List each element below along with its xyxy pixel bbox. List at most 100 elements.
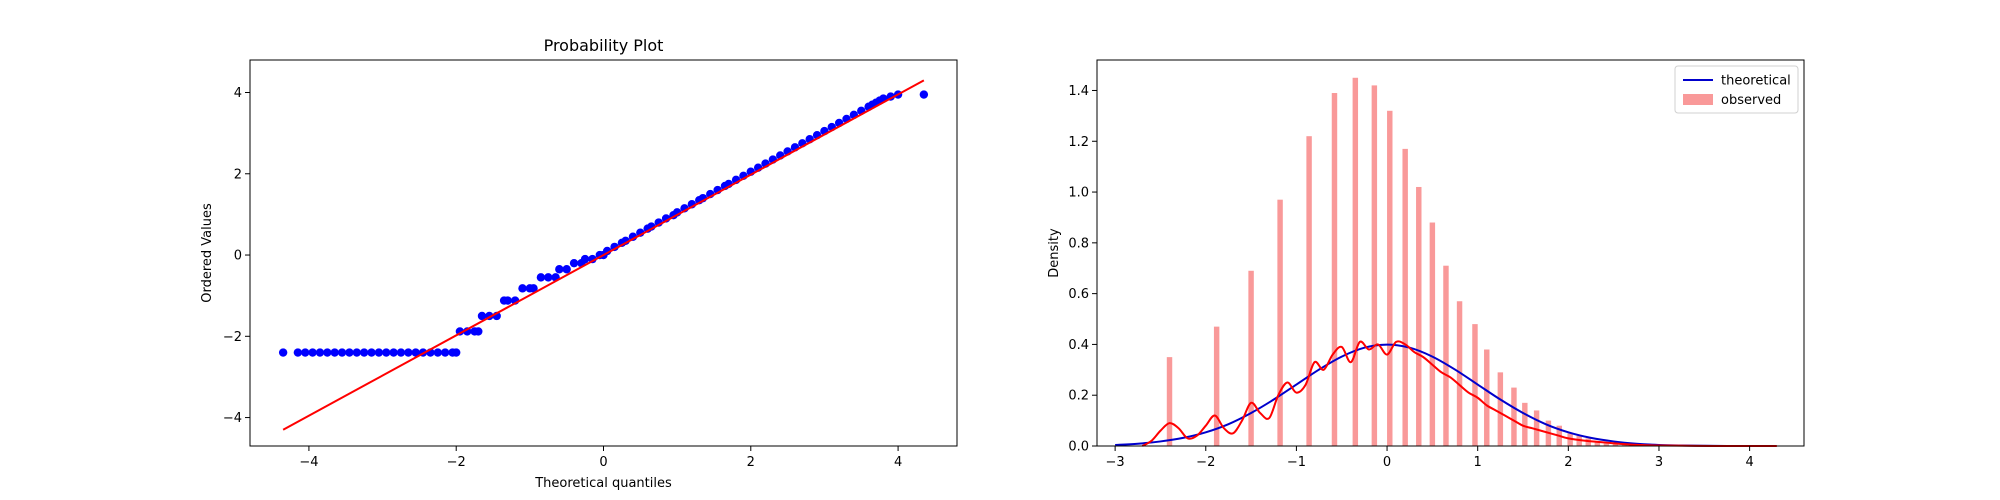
legend-label-observed: observed — [1721, 93, 1781, 108]
histogram-bar — [1248, 270, 1254, 446]
y-tick-label: 0.8 — [1068, 236, 1089, 251]
legend-swatch-observed — [1683, 94, 1713, 105]
y-tick-label: 1.4 — [1068, 84, 1089, 99]
scatter-point — [477, 311, 487, 321]
scatter-point — [919, 90, 929, 99]
histogram-bar — [1484, 349, 1490, 446]
scatter-point — [396, 348, 406, 357]
x-tick-label: 0 — [599, 455, 607, 470]
scatter-point — [411, 348, 420, 357]
histogram-bar — [1429, 222, 1436, 446]
scatter-point — [503, 296, 512, 305]
x-tick-label: 4 — [1745, 455, 1753, 470]
y-axis-label: Ordered Values — [200, 203, 215, 303]
histogram-bar — [1497, 372, 1504, 446]
y-axis-ticks: −4 −2 0 2 4 — [223, 86, 250, 426]
density-lines — [1115, 340, 1777, 448]
scatter-point — [367, 348, 376, 357]
scatter-point — [315, 348, 325, 357]
scatter-point — [433, 348, 442, 357]
scatter-point — [323, 348, 332, 357]
x-tick-label: 4 — [894, 455, 902, 470]
histogram-bar — [1585, 438, 1591, 446]
scatter-point — [278, 348, 288, 357]
x-tick-label: −3 — [1106, 455, 1125, 470]
chart-title: Probability Plot — [544, 36, 664, 55]
histogram-bar — [1416, 186, 1422, 446]
x-tick-label: 3 — [1655, 455, 1663, 470]
y-axis-ticks: 0.0 0.2 0.4 0.6 0.8 1.0 1.2 1.4 — [1068, 84, 1097, 455]
scatter-point — [440, 348, 450, 357]
x-axis-ticks: −3 −2 −1 0 1 2 3 4 — [1106, 446, 1754, 470]
legend: theoretical observed — [1674, 65, 1799, 114]
y-tick-label: 4 — [234, 86, 242, 101]
histogram-bar — [1472, 324, 1478, 446]
y-tick-label: 0.6 — [1068, 287, 1089, 302]
scatter-point — [580, 254, 590, 264]
scatter-point — [474, 327, 483, 336]
histogram-bar — [1522, 402, 1528, 446]
y-tick-label: −2 — [223, 330, 242, 345]
histogram-bar — [1306, 136, 1312, 446]
scatter-point — [359, 348, 369, 357]
scatter-point — [569, 258, 579, 268]
plot-area-frame — [1096, 59, 1805, 447]
histogram-bar — [1166, 357, 1173, 446]
plot-area-frame — [249, 59, 958, 447]
y-tick-label: 0.0 — [1068, 440, 1089, 455]
scatter-point — [389, 348, 398, 357]
histogram-bar — [1402, 148, 1408, 446]
histogram-bar — [1352, 77, 1359, 447]
histogram-bar — [1603, 442, 1610, 446]
y-tick-label: 0.4 — [1068, 338, 1089, 353]
x-tick-label: 1 — [1474, 455, 1482, 470]
scatter-point — [374, 348, 384, 357]
histogram-bar — [1511, 387, 1517, 446]
y-axis-label: Density — [1047, 228, 1062, 278]
scatter-point — [404, 348, 413, 357]
scatter-point — [308, 348, 317, 357]
x-tick-label: −4 — [299, 455, 318, 470]
histogram-bar — [1443, 265, 1449, 446]
scatter-point — [562, 265, 571, 274]
probability-plot-panel: Probability Plot −4 −2 0 2 4 −4 −2 0 2 4 Theoret… — [200, 36, 958, 491]
scatter-point — [337, 348, 347, 357]
x-tick-label: −2 — [447, 455, 466, 470]
histogram-bar — [1387, 110, 1393, 446]
x-tick-label: 2 — [747, 455, 755, 470]
scatter-point — [555, 265, 564, 274]
scatter-point — [536, 273, 546, 282]
y-tick-label: 0 — [234, 249, 242, 264]
y-tick-label: 1.2 — [1068, 135, 1089, 150]
y-tick-label: −4 — [223, 411, 242, 426]
x-tick-label: 2 — [1564, 455, 1572, 470]
scatter-point — [293, 348, 303, 357]
histogram-bar — [1331, 93, 1338, 447]
histogram-bar — [1533, 410, 1540, 446]
scatter-point — [518, 284, 527, 293]
x-tick-label: −2 — [1196, 455, 1215, 470]
scatter-point — [301, 348, 310, 357]
x-tick-label: 0 — [1383, 455, 1391, 470]
x-axis-label: Theoretical quantiles — [534, 476, 672, 491]
density-plot-panel: −3 −2 −1 0 1 2 3 4 0.0 0.2 0.4 0.6 0.8 1.0 1.2 1.4 Den… — [1047, 59, 1805, 470]
scatter-point — [352, 348, 361, 357]
scatter-point — [345, 348, 354, 357]
scatter-point — [610, 242, 619, 252]
fit-line-segment — [282, 79, 925, 431]
scatter-point — [452, 348, 461, 357]
y-tick-label: 2 — [234, 167, 242, 182]
histogram-bar — [1594, 440, 1601, 446]
y-tick-label: 1.0 — [1068, 186, 1089, 201]
scatter-point — [330, 348, 339, 357]
observed-density-line — [1141, 340, 1777, 448]
histogram-bars — [1166, 77, 1637, 447]
x-axis-ticks: −4 −2 0 2 4 — [299, 446, 902, 470]
histogram-bar — [1612, 443, 1619, 446]
legend-label-theoretical: theoretical — [1721, 74, 1791, 89]
scatter-point — [544, 273, 553, 282]
histogram-bar — [1371, 85, 1378, 446]
scatter-point — [529, 284, 538, 293]
histogram-bar — [1213, 326, 1220, 446]
scatter-point — [382, 348, 391, 357]
